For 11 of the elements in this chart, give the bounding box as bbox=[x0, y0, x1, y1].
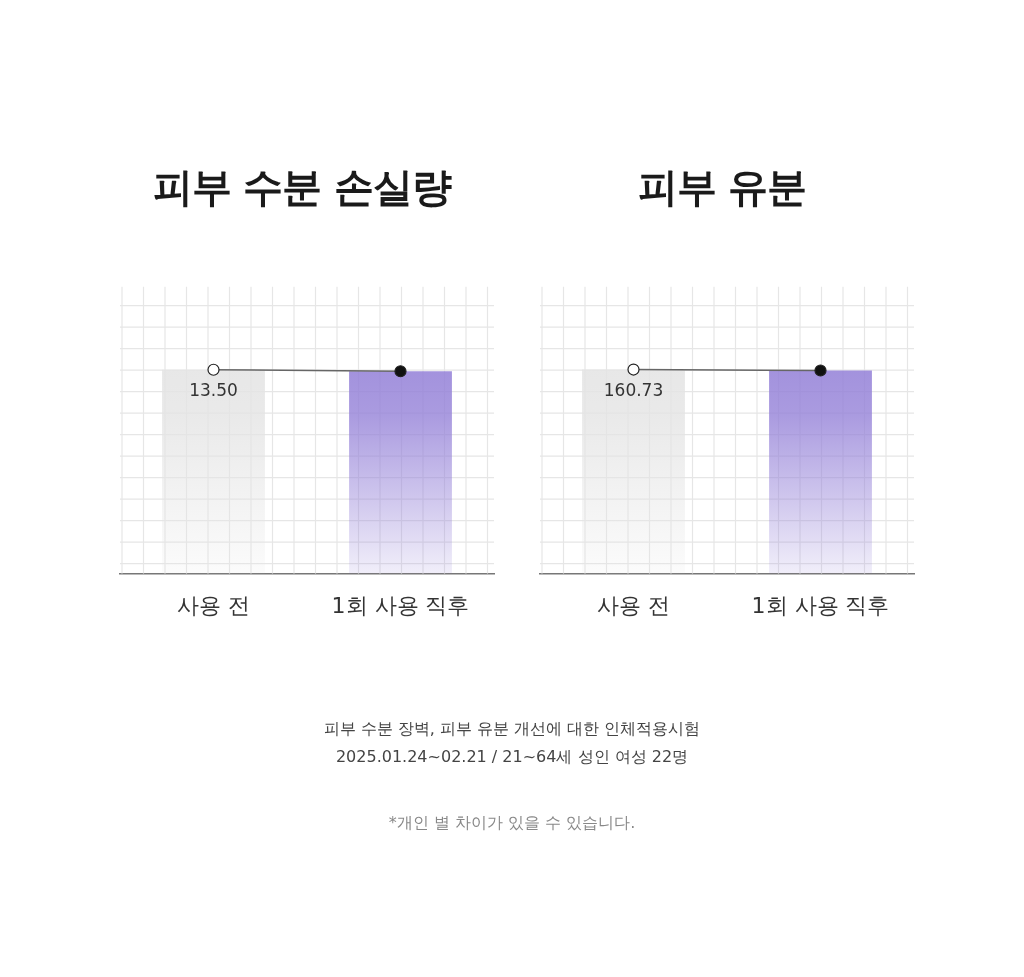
data-label: 160.73 bbox=[603, 379, 664, 400]
x-tick-label: 1회 사용 직후 bbox=[751, 592, 890, 618]
chart-title: 피부 수분 손실량 bbox=[151, 163, 453, 212]
x-tick-label: 1회 사용 직후 bbox=[331, 592, 470, 618]
text: 2025.01.24~02.21 / 21~64세 성인 여성 22명 bbox=[334, 746, 690, 768]
x-tick-label: 사용 전 bbox=[597, 592, 670, 618]
data-label: 13.50 bbox=[189, 380, 238, 401]
x-tick-label: 사용 전 bbox=[177, 592, 250, 618]
text: *개인 별 차이가 있을 수 있습니다. bbox=[387, 812, 637, 834]
chart-title: 피부 유분 bbox=[636, 163, 808, 212]
text: 피부 수분 장벽, 피부 유분 개선에 대한 인체적용시험 bbox=[322, 718, 702, 740]
